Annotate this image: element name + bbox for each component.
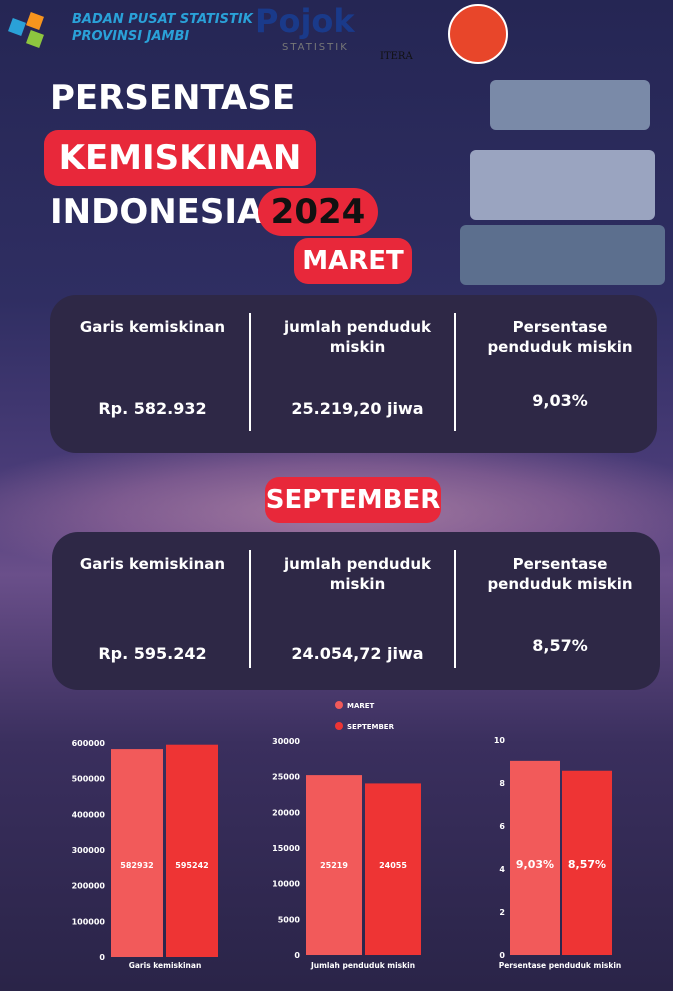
- separator: [249, 550, 251, 668]
- value-label: 25219: [320, 861, 348, 870]
- y-tick-label: 20000: [272, 808, 300, 817]
- y-tick-label: 400000: [72, 810, 106, 819]
- value-label: 582932: [120, 861, 153, 870]
- card: [52, 532, 660, 690]
- legend-label: MARET: [347, 702, 375, 710]
- y-tick-label: 300000: [72, 846, 106, 855]
- bar: [111, 749, 163, 957]
- y-tick-label: 15000: [272, 844, 300, 853]
- y-tick-label: 10000: [272, 880, 300, 889]
- y-tick-label: 8: [499, 779, 505, 788]
- card-heading: Persentase penduduk miskin: [487, 318, 633, 356]
- title: KEMISKINAN: [44, 130, 316, 186]
- y-tick-label: 25000: [272, 773, 300, 782]
- legend-label: SEPTEMBER: [347, 723, 395, 731]
- illustration: [470, 150, 655, 220]
- y-tick-label: 0: [499, 951, 505, 960]
- legend-marker: [335, 722, 343, 730]
- value-label: 595242: [175, 861, 208, 870]
- separator: [249, 313, 251, 431]
- separator: [454, 313, 456, 431]
- card-heading: Persentase penduduk miskin: [487, 555, 633, 593]
- card-heading: jumlah penduduk miskin: [283, 555, 431, 593]
- pojok-sub: STATISTIK: [282, 42, 349, 53]
- org-line: BADAN PUSAT STATISTIK: [72, 12, 253, 27]
- y-tick-label: 2: [499, 908, 505, 917]
- org: BADAN PUSAT STATISTIK PROVINSI JAMBI: [72, 11, 253, 45]
- card: [50, 295, 657, 453]
- legend-marker: [335, 701, 343, 709]
- y-tick-label: 4: [499, 865, 505, 874]
- card-value: 8,57%: [532, 636, 588, 655]
- x-axis-label: Garis kemiskinan: [129, 961, 202, 970]
- bar: [166, 744, 218, 957]
- uni-logo: [448, 4, 508, 64]
- section-label: MARET: [294, 238, 412, 284]
- y-tick-label: 500000: [72, 775, 106, 784]
- illustration: [490, 80, 650, 130]
- title: INDONESIA: [50, 192, 264, 232]
- value-label: 8,57%: [568, 858, 606, 871]
- y-tick-label: 5000: [278, 915, 301, 924]
- illustration: [460, 225, 665, 285]
- y-tick-label: 6: [499, 822, 505, 831]
- y-tick-label: 0: [99, 953, 105, 962]
- bps-logo: [8, 12, 44, 48]
- bar: [510, 760, 560, 955]
- value-label: 24055: [379, 861, 407, 870]
- card-value: 9,03%: [532, 391, 588, 410]
- itera: ITERA: [380, 51, 413, 62]
- section-label: SEPTEMBER: [265, 477, 441, 523]
- bar: [306, 775, 362, 955]
- card-value: Rp. 595.242: [98, 644, 207, 663]
- pojok: Pojok: [255, 2, 355, 40]
- title: PERSENTASE: [50, 78, 296, 118]
- year: 2024: [258, 188, 378, 236]
- card-value: 24.054,72 jiwa: [291, 644, 424, 663]
- org-line: PROVINSI JAMBI: [72, 29, 190, 44]
- bar: [562, 770, 612, 955]
- y-tick-label: 0: [294, 951, 300, 960]
- x-axis-label: Persentase penduduk miskin: [499, 961, 622, 970]
- value-label: 9,03%: [516, 858, 554, 871]
- y-tick-label: 30000: [272, 737, 300, 746]
- y-tick-label: 200000: [72, 882, 106, 891]
- separator: [454, 550, 456, 668]
- y-tick-label: 600000: [72, 739, 106, 748]
- card-value: 25.219,20 jiwa: [291, 399, 424, 418]
- card-value: Rp. 582.932: [98, 399, 207, 418]
- card-heading: Garis kemiskinan: [79, 555, 226, 573]
- card-heading: jumlah penduduk miskin: [283, 318, 431, 356]
- bar: [365, 783, 421, 955]
- y-tick-label: 10: [494, 736, 506, 745]
- x-axis-label: Jumlah penduduk miskin: [310, 961, 415, 970]
- y-tick-label: 100000: [72, 917, 106, 926]
- card-heading: Garis kemiskinan: [79, 318, 226, 336]
